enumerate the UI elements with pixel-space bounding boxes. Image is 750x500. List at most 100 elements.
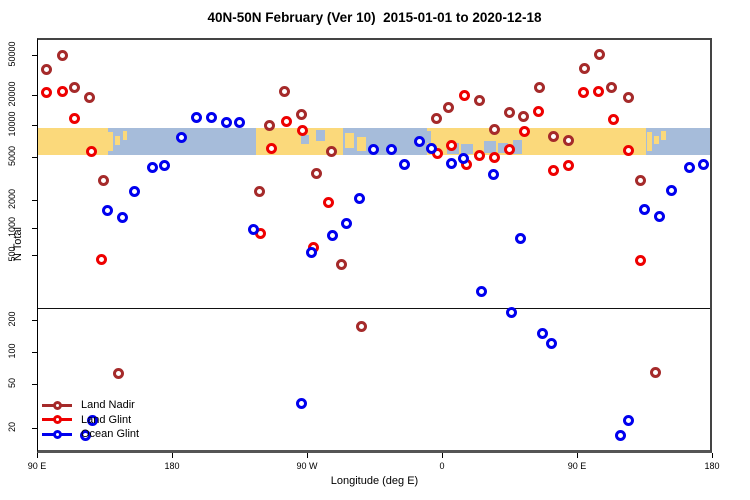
- data-point-ocean-glint: [445, 158, 457, 170]
- data-point-ocean-glint: [159, 159, 170, 171]
- legend-label: Ocean Glint: [81, 428, 140, 440]
- data-point-land-glint: [85, 145, 97, 157]
- data-point-land-nadir: [355, 320, 367, 332]
- map-band-land-patch: [122, 130, 127, 140]
- data-point-ocean-glint: [79, 429, 91, 441]
- data-point-land-nadir: [430, 112, 442, 124]
- legend-label: Land Nadir: [81, 399, 135, 411]
- data-point-land-nadir: [489, 123, 500, 135]
- data-point-land-glint: [634, 255, 646, 267]
- data-point-land-nadir: [264, 119, 275, 131]
- x-tick: [577, 453, 578, 458]
- y-tick: [32, 200, 37, 201]
- x-tick-label: 0: [439, 461, 445, 471]
- y-tick: [32, 125, 37, 126]
- map-band-ocean-patch: [427, 130, 431, 143]
- data-point-land-nadir: [310, 167, 322, 179]
- legend-label: Land Glint: [81, 413, 132, 426]
- data-point-land-glint: [445, 139, 457, 151]
- data-point-land-nadir: [579, 62, 590, 74]
- x-tick: [37, 453, 38, 458]
- data-point-land-glint: [96, 253, 107, 265]
- y-tick: [32, 55, 37, 56]
- data-point-land-nadir: [562, 135, 574, 147]
- map-band-ocean-segment: [343, 128, 427, 155]
- y-tick: [32, 95, 37, 96]
- axis-break-line: [37, 308, 712, 309]
- data-point-land-glint: [474, 150, 485, 161]
- data-point-ocean-glint: [367, 144, 379, 156]
- data-point-ocean-glint: [247, 224, 259, 236]
- data-point-land-glint: [562, 159, 574, 171]
- data-point-land-glint: [322, 197, 334, 209]
- y-tick: [32, 320, 37, 321]
- data-point-land-nadir: [622, 91, 634, 103]
- data-point-land-glint: [265, 142, 277, 154]
- data-point-land-nadir: [112, 368, 124, 380]
- data-point-ocean-glint: [129, 185, 140, 197]
- x-tick: [712, 453, 713, 458]
- data-point-land-nadir: [594, 48, 605, 60]
- data-point-ocean-glint: [117, 212, 128, 224]
- legend-item-ocean-glint: Ocean Glint: [42, 427, 139, 442]
- data-point-land-glint: [280, 116, 292, 128]
- data-point-ocean-glint: [639, 204, 650, 216]
- data-point-land-nadir: [336, 258, 347, 270]
- data-point-ocean-glint: [697, 159, 709, 171]
- data-point-ocean-glint: [147, 161, 158, 173]
- data-point-ocean-glint: [537, 328, 548, 340]
- data-point-ocean-glint: [234, 116, 245, 128]
- data-point-land-glint: [607, 114, 619, 126]
- y-tick-label: 200: [7, 311, 17, 327]
- x-tick-label: 180: [704, 461, 720, 471]
- map-band-ocean-patch: [498, 142, 508, 154]
- map-band-land-patch: [108, 131, 113, 151]
- y-tick: [32, 228, 37, 229]
- x-tick-label: 90 E: [27, 461, 47, 471]
- data-point-land-nadir: [97, 175, 109, 187]
- y-tick: [32, 352, 37, 353]
- data-point-ocean-glint: [615, 429, 626, 441]
- y-tick: [32, 427, 37, 429]
- data-point-land-glint: [532, 106, 544, 118]
- data-point-land-glint: [297, 125, 308, 137]
- map-band-ocean-patch: [484, 141, 496, 154]
- x-tick: [172, 453, 173, 458]
- data-point-ocean-glint: [102, 204, 113, 216]
- data-point-land-glint: [547, 164, 559, 176]
- data-point-ocean-glint: [306, 246, 317, 258]
- data-point-ocean-glint: [684, 161, 695, 173]
- data-point-ocean-glint: [666, 185, 677, 197]
- data-point-land-nadir: [40, 63, 52, 75]
- x-tick-label: 90 W: [296, 461, 318, 471]
- data-point-ocean-glint: [205, 111, 217, 123]
- data-point-land-nadir: [325, 145, 337, 157]
- x-tick: [442, 453, 443, 458]
- data-point-land-nadir: [474, 94, 485, 106]
- map-band-land-patch: [661, 131, 667, 140]
- data-point-ocean-glint: [546, 338, 557, 350]
- data-point-land-glint: [577, 86, 589, 98]
- x-tick-label: 180: [164, 461, 180, 471]
- data-point-land-nadir: [517, 110, 529, 122]
- data-point-land-nadir: [649, 367, 661, 379]
- map-band-land-patch: [654, 135, 659, 144]
- data-point-ocean-glint: [87, 415, 98, 427]
- data-point-land-nadir: [504, 107, 515, 119]
- map-band-land-patch: [115, 135, 120, 146]
- y-tick-label: 20000: [7, 81, 17, 107]
- data-point-ocean-glint: [457, 152, 469, 164]
- data-point-land-nadir: [606, 81, 617, 93]
- x-axis-title: Longitude (deg E): [330, 475, 419, 487]
- legend: Land Nadir Land Glint Ocean Glint: [42, 398, 139, 442]
- land-glint-marker-icon: [42, 415, 72, 425]
- map-band-ocean-patch: [512, 139, 523, 155]
- land-nadir-marker-icon: [42, 400, 72, 410]
- legend-item-land-nadir: Land Nadir: [42, 398, 139, 413]
- data-point-land-nadir: [534, 82, 545, 94]
- y-tick-label: 20: [7, 421, 17, 432]
- data-point-land-glint: [40, 86, 52, 98]
- map-band-ocean-patch: [301, 134, 310, 144]
- x-tick-label: 90 E: [567, 461, 587, 471]
- data-point-land-glint: [504, 143, 515, 155]
